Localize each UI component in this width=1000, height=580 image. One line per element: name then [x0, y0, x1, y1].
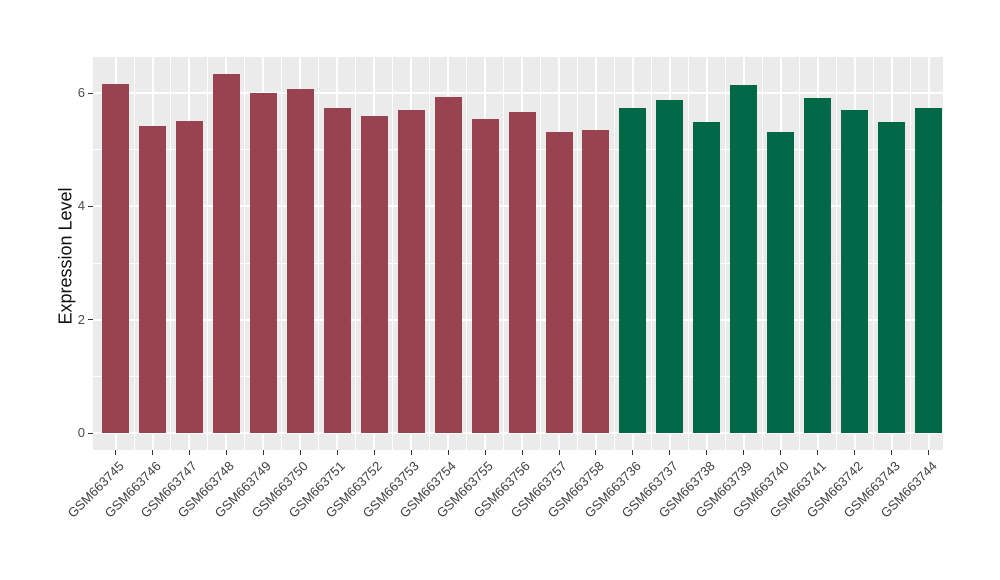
y-tick-mark — [88, 319, 93, 321]
bar-GSM663745 — [102, 84, 130, 433]
x-tick-mark — [521, 450, 523, 455]
minor-gridline-vertical — [503, 57, 505, 450]
x-tick-mark — [410, 450, 412, 455]
x-tick-mark — [595, 450, 597, 455]
x-tick-mark — [262, 450, 264, 455]
minor-gridline-vertical — [133, 57, 135, 450]
bar-GSM663746 — [139, 125, 166, 433]
x-tick-mark — [706, 450, 708, 455]
x-tick-mark — [669, 450, 671, 455]
bar-GSM663751 — [323, 107, 351, 433]
bar-GSM663740 — [767, 132, 795, 433]
y-tick-mark — [88, 205, 93, 207]
bar-GSM663744 — [915, 107, 943, 433]
minor-gridline-vertical — [761, 57, 763, 450]
bar-GSM663748 — [212, 74, 240, 433]
minor-gridline-vertical — [466, 57, 468, 450]
y-tick-mark — [88, 432, 93, 434]
x-tick-mark — [780, 450, 782, 455]
minor-gridline-vertical — [909, 57, 911, 450]
x-tick-mark — [188, 450, 190, 455]
minor-gridline-vertical — [872, 57, 874, 450]
minor-gridline-vertical — [429, 57, 431, 450]
x-tick-mark — [447, 450, 449, 455]
major-gridline-horizontal — [93, 92, 943, 95]
bar-GSM663755 — [471, 118, 499, 433]
y-tick-label: 6 — [77, 85, 85, 101]
x-tick-mark — [817, 450, 819, 455]
y-tick-label: 4 — [77, 198, 85, 214]
minor-gridline-vertical — [392, 57, 394, 450]
minor-gridline-vertical — [613, 57, 615, 450]
bar-GSM663752 — [360, 115, 388, 433]
minor-gridline-vertical — [835, 57, 837, 450]
bar-GSM663742 — [841, 110, 869, 433]
y-tick-label: 0 — [77, 425, 85, 440]
x-tick-mark — [558, 450, 560, 455]
minor-gridline-vertical — [687, 57, 689, 450]
bar-GSM663754 — [434, 97, 462, 433]
bar-GSM663737 — [656, 99, 684, 433]
y-tick-label: 2 — [77, 311, 85, 327]
bar-GSM663736 — [619, 108, 647, 433]
x-tick-mark — [115, 450, 117, 455]
bar-GSM663758 — [582, 130, 610, 433]
minor-gridline-vertical — [798, 57, 800, 450]
x-tick-mark — [854, 450, 856, 455]
x-tick-mark — [299, 450, 301, 455]
minor-gridline-vertical — [650, 57, 652, 450]
x-tick-mark — [225, 450, 227, 455]
bar-GSM663749 — [249, 92, 277, 433]
x-tick-mark — [743, 450, 745, 455]
minor-gridline-vertical — [318, 57, 320, 450]
x-tick-mark — [928, 450, 930, 455]
bar-GSM663741 — [804, 97, 832, 433]
x-tick-mark — [891, 450, 893, 455]
minor-gridline-vertical — [170, 57, 172, 450]
minor-gridline-vertical — [244, 57, 246, 450]
bar-GSM663757 — [545, 131, 573, 433]
plot-panel — [93, 57, 943, 450]
x-tick-mark — [632, 450, 634, 455]
bar-GSM663743 — [878, 121, 906, 433]
bar-GSM663739 — [730, 84, 758, 433]
x-tick-mark — [484, 450, 486, 455]
bar-GSM663750 — [286, 89, 314, 433]
minor-gridline-vertical — [355, 57, 357, 450]
bar-GSM663753 — [397, 110, 425, 433]
minor-gridline-vertical — [724, 57, 726, 450]
minor-gridline-vertical — [207, 57, 209, 450]
minor-gridline-vertical — [577, 57, 578, 450]
x-tick-mark — [152, 450, 153, 455]
x-tick-mark — [336, 450, 338, 455]
minor-gridline-vertical — [281, 57, 283, 450]
minor-gridline-vertical — [540, 57, 542, 450]
major-gridline-horizontal — [93, 432, 943, 434]
y-tick-mark — [88, 92, 93, 94]
bar-GSM663738 — [693, 121, 721, 433]
bar-GSM663747 — [175, 121, 203, 433]
bar-GSM663756 — [508, 112, 536, 433]
x-tick-mark — [373, 450, 375, 455]
